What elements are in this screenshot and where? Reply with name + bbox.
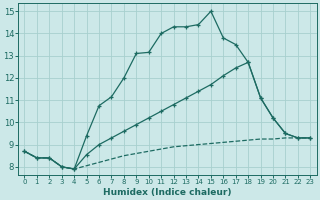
X-axis label: Humidex (Indice chaleur): Humidex (Indice chaleur) <box>103 188 232 197</box>
